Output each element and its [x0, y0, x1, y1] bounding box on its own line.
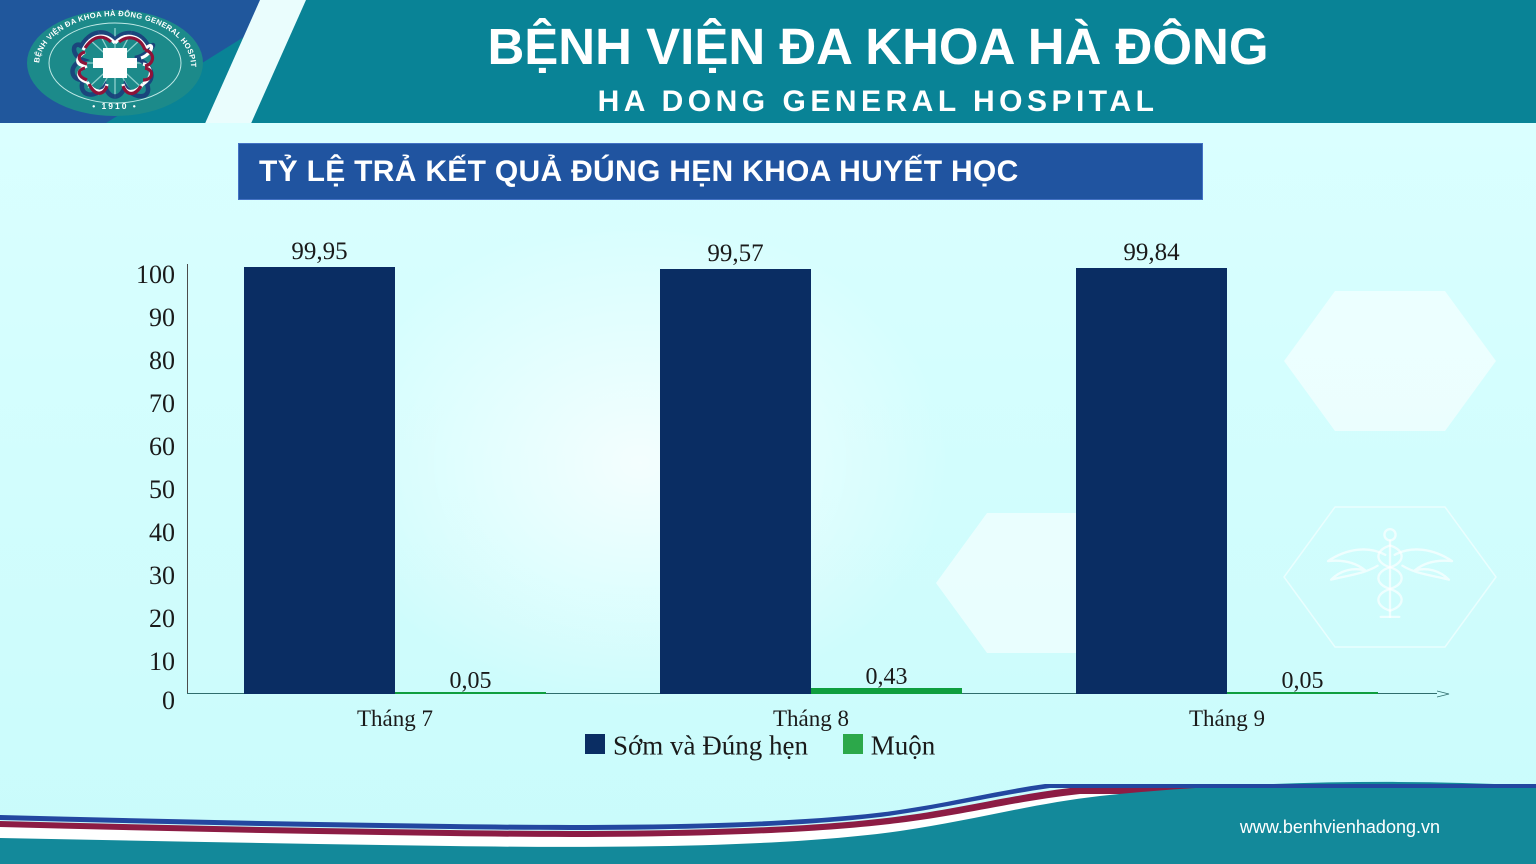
- svg-text:• 1910 •: • 1910 •: [92, 101, 138, 111]
